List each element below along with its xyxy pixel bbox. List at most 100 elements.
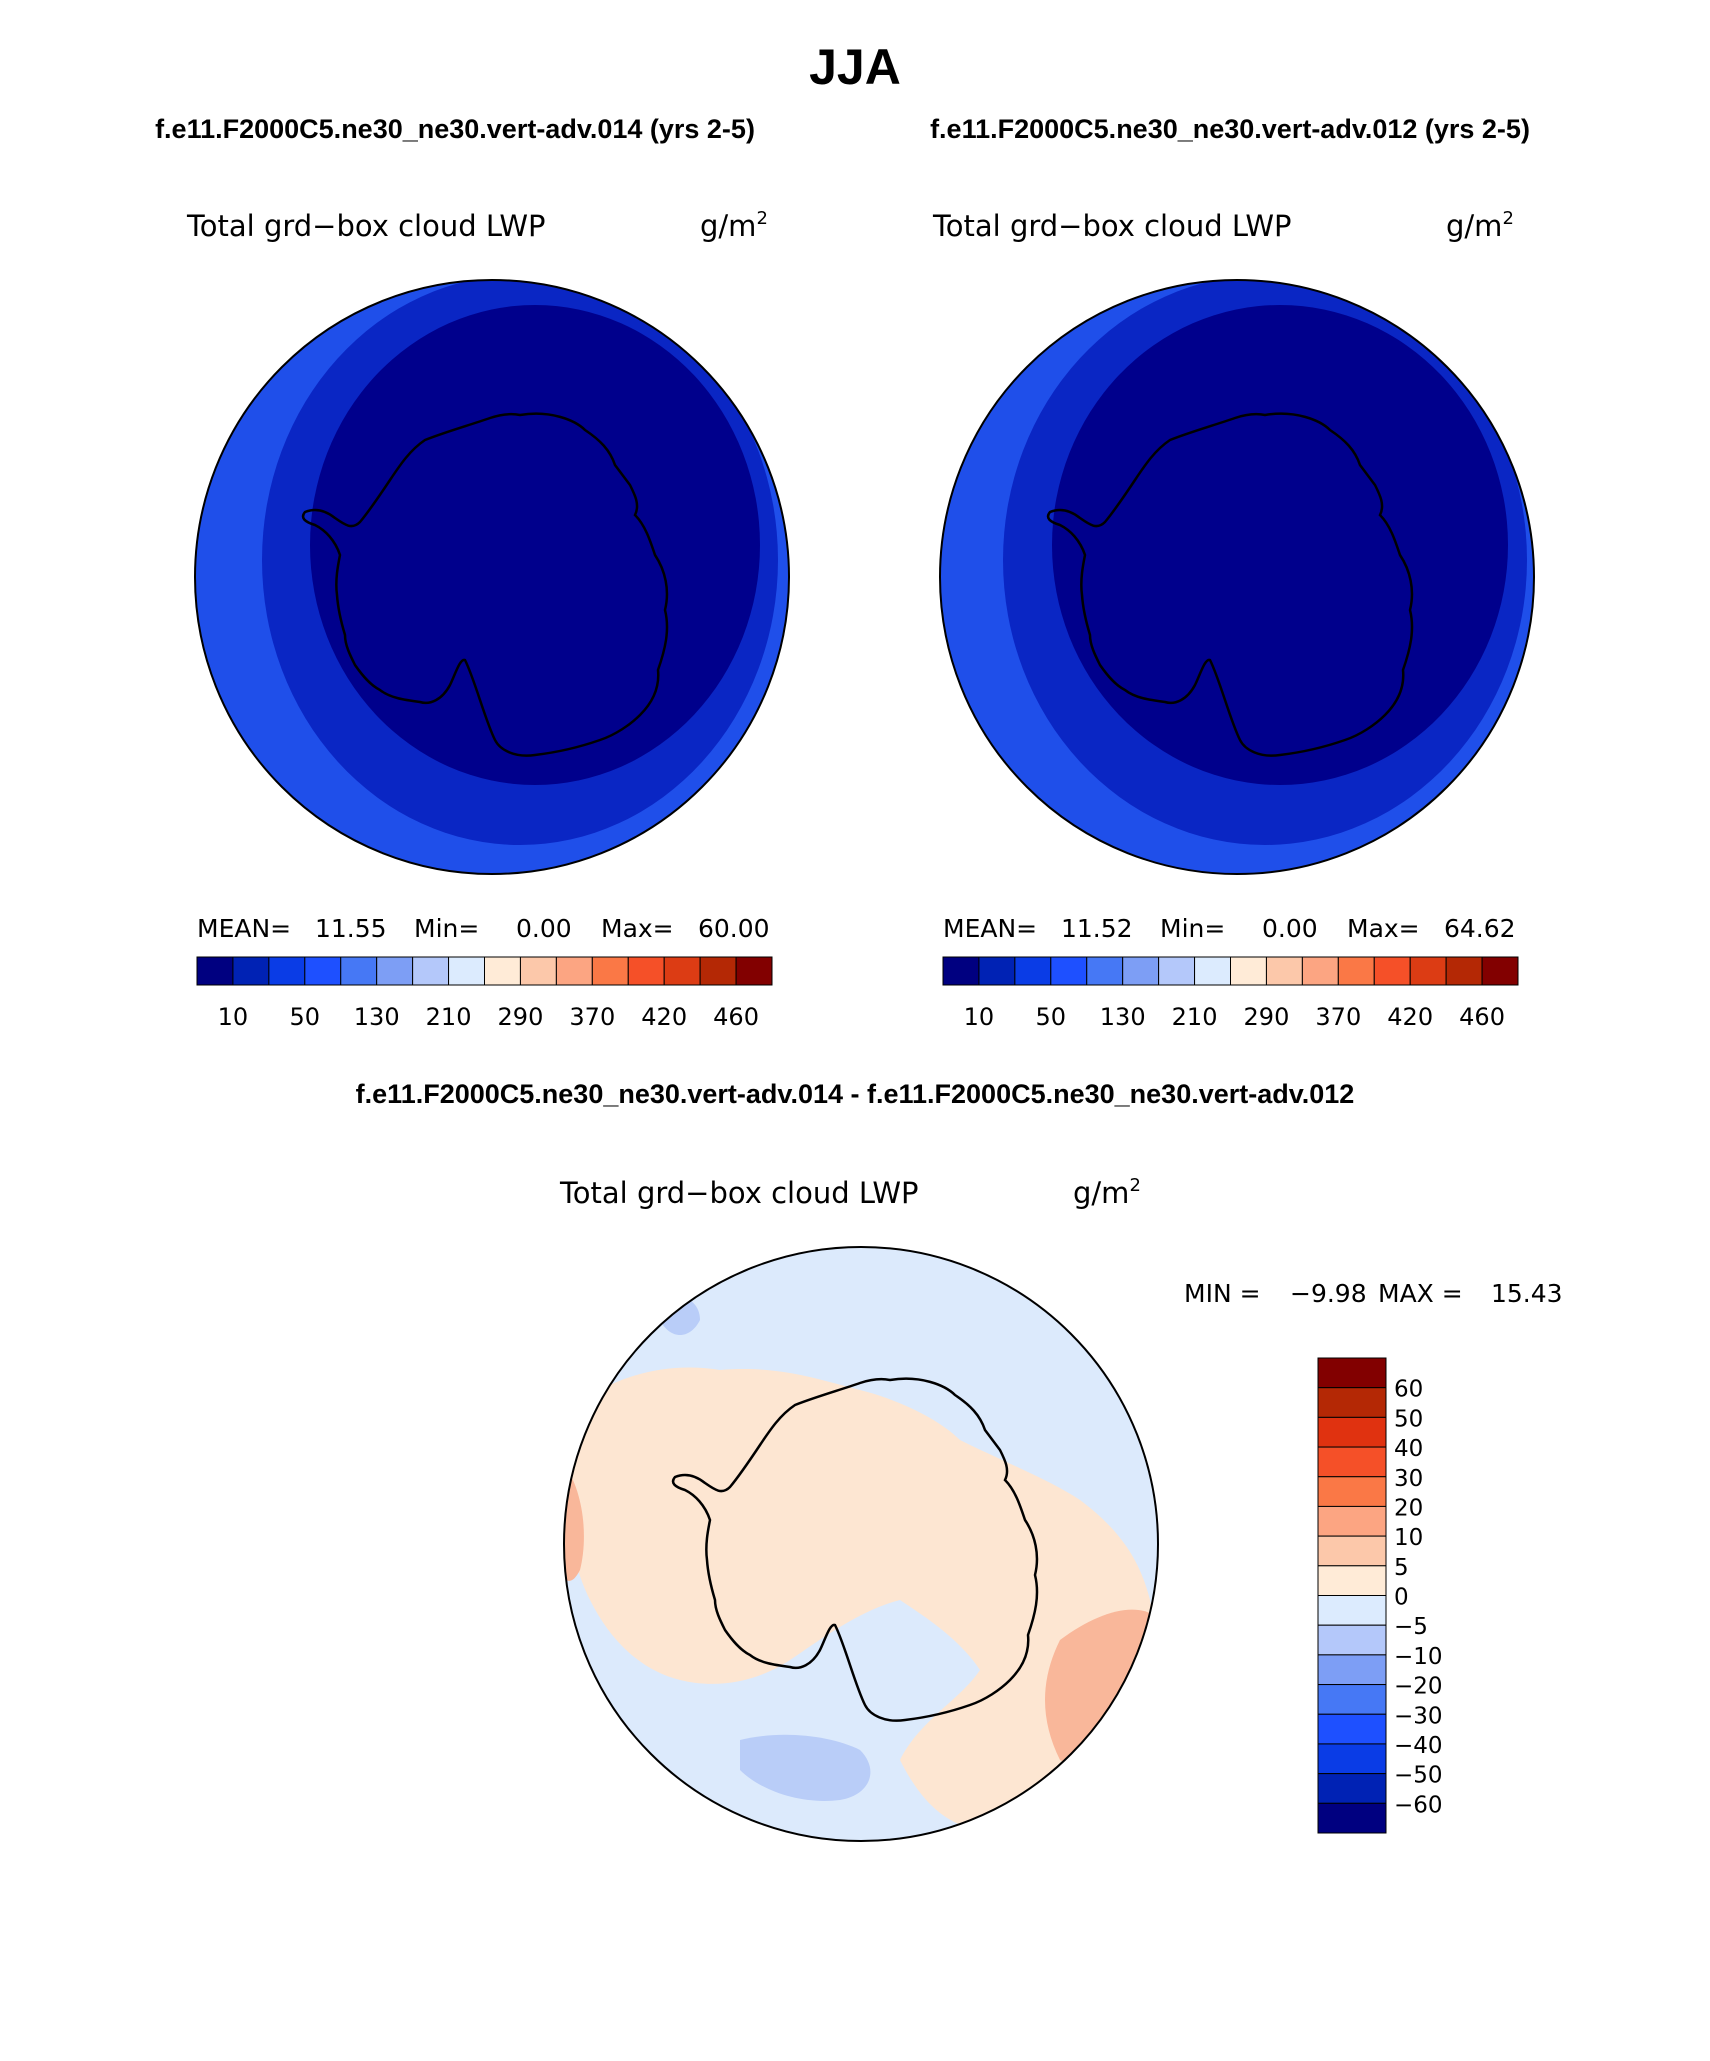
panel1-mean-value: 11.55 — [315, 914, 387, 943]
panel2-colorbar-swatch — [1086, 956, 1124, 986]
diff-max-value: 15.43 — [1491, 1279, 1563, 1308]
panel1-colorbar-swatch — [484, 956, 521, 986]
panel2-colorbar-tick-label: 50 — [1036, 1003, 1067, 1031]
panel1-colorbar-tick-label: 420 — [641, 1003, 687, 1031]
panel1-colorbar-tick-label: 50 — [290, 1003, 321, 1031]
panel2-colorbar-swatch — [1409, 956, 1447, 986]
diff-map-border — [563, 1246, 1159, 1842]
panel1-colorbar-swatch — [304, 956, 342, 986]
diff-colorbar-tick-label: −40 — [1394, 1733, 1443, 1759]
panel1-units: g/m2 — [700, 208, 768, 243]
diff-min-value: −9.98 — [1290, 1279, 1367, 1308]
diff-colorbar-swatch — [1317, 1505, 1387, 1537]
panel1-colorbar-swatch — [627, 956, 665, 986]
panel1-colorbar-swatch — [340, 956, 378, 986]
diff-colorbar-swatch — [1317, 1802, 1387, 1834]
diff-colorbar-swatch — [1317, 1357, 1387, 1389]
diff-colorbar-tick-label: −30 — [1394, 1703, 1443, 1729]
panel1-colorbar-swatch — [699, 956, 737, 986]
panel2-map — [940, 280, 1534, 874]
diff-units: g/m2 — [1073, 1175, 1141, 1210]
panel1-stats: MEAN= 11.55 Min= 0.00 Max= 60.00 — [197, 914, 770, 943]
panel-case2: Total grd−box cloud LWP g/m2 MEAN= 11.52… — [932, 208, 1535, 1031]
panel1-colorbar-swatch — [412, 956, 450, 986]
panel2-colorbar-swatch — [1158, 956, 1196, 986]
panel1-colorbar-tick-label: 10 — [218, 1003, 249, 1031]
diff-colorbar-tick-label: −10 — [1394, 1644, 1443, 1670]
panel2-colorbar-tick-label: 210 — [1172, 1003, 1218, 1031]
panel1-min-label: Min= — [414, 914, 479, 943]
panel2-colorbar-swatch — [1373, 956, 1411, 986]
panel2-mean-label: MEAN= — [943, 914, 1037, 943]
diff-colorbar-tick-label: 40 — [1394, 1436, 1423, 1462]
panel2-variable-label: Total grd−box cloud LWP — [932, 209, 1292, 243]
case1-title: f.e11.F2000C5.ne30_ne30.vert-adv.014 (yr… — [155, 114, 755, 144]
panel2-colorbar-tick-label: 130 — [1100, 1003, 1146, 1031]
panel1-min-value: 0.00 — [516, 914, 572, 943]
panel1-colorbar-tick-label: 210 — [426, 1003, 472, 1031]
panel2-colorbar-tick-label: 420 — [1387, 1003, 1433, 1031]
diff-colorbar-swatch — [1317, 1416, 1387, 1448]
diff-title: f.e11.F2000C5.ne30_ne30.vert-adv.014 - f… — [356, 1079, 1355, 1109]
diff-colorbar-swatch — [1317, 1387, 1387, 1418]
diff-colorbar-tick-label: −5 — [1394, 1614, 1428, 1640]
diff-positive-region — [564, 1367, 1154, 1831]
diff-variable-label: Total grd−box cloud LWP — [559, 1176, 919, 1210]
panel1-mean-label: MEAN= — [197, 914, 291, 943]
panel2-map-border — [939, 279, 1535, 875]
panel2-colorbar-swatch — [1050, 956, 1088, 986]
panel2-colorbar-tick-label: 290 — [1244, 1003, 1290, 1031]
panel1-colorbar-tick-label: 290 — [498, 1003, 544, 1031]
panel2-colorbar: 10 50 130 210 290 370 420 460 — [942, 956, 1519, 1031]
panel2-colorbar-swatch — [1265, 956, 1303, 986]
panel2-max-label: Max= — [1347, 914, 1420, 943]
panel2-ocean-inner — [1052, 305, 1508, 785]
diff-colorbar-swatch — [1317, 1535, 1387, 1567]
case2-title: f.e11.F2000C5.ne30_ne30.vert-adv.012 (yr… — [930, 114, 1530, 144]
panel2-colorbar-swatch — [1014, 956, 1052, 986]
panel1-colorbar-swatch — [448, 956, 485, 986]
panel2-min-label: Min= — [1160, 914, 1225, 943]
diff-min-label: MIN = — [1184, 1279, 1261, 1308]
diff-colorbar-tick-label: 60 — [1394, 1377, 1423, 1403]
panel1-colorbar-swatch — [376, 956, 414, 986]
diff-colorbar-swatch — [1317, 1595, 1387, 1626]
panel-difference: Total grd−box cloud LWP g/m2 MIN = −9.98… — [559, 1175, 1563, 1842]
panel1-variable-label: Total grd−box cloud LWP — [186, 209, 546, 243]
panel2-units: g/m2 — [1446, 208, 1514, 243]
panel-case1: Total grd−box cloud LWP g/m2 MEAN= 11.55… — [186, 208, 790, 1031]
diff-stats: MIN = −9.98 MAX = 15.43 — [1184, 1279, 1563, 1308]
diff-colorbar-swatch — [1317, 1654, 1387, 1686]
diff-map — [564, 1247, 1158, 1841]
panel2-colorbar-swatch — [1301, 956, 1339, 986]
panel1-colorbar-swatch — [268, 956, 306, 986]
panel2-stats: MEAN= 11.52 Min= 0.00 Max= 64.62 — [943, 914, 1516, 943]
panel1-colorbar-tick-label: 460 — [713, 1003, 759, 1031]
panel1-colorbar-tick-label: 370 — [569, 1003, 615, 1031]
panel1-map — [195, 280, 789, 874]
figure-title: JJA — [809, 39, 901, 95]
diff-colorbar-tick-label: 30 — [1394, 1466, 1423, 1492]
diff-colorbar-swatch — [1317, 1684, 1387, 1715]
diff-colorbar-swatch — [1317, 1476, 1387, 1507]
diff-colorbar-tick-label: 20 — [1394, 1495, 1423, 1521]
diff-max-label: MAX = — [1378, 1279, 1463, 1308]
diff-colorbar-tick-label: −60 — [1394, 1792, 1443, 1818]
diff-colorbar-tick-label: 0 — [1394, 1585, 1409, 1611]
diff-colorbar-tick-label: 50 — [1394, 1406, 1423, 1432]
panel1-colorbar-swatch — [663, 956, 701, 986]
panel2-min-value: 0.00 — [1262, 914, 1318, 943]
panel1-max-value: 60.00 — [698, 914, 770, 943]
panel1-max-label: Max= — [601, 914, 674, 943]
panel2-colorbar-swatch — [1230, 956, 1267, 986]
diff-colorbar-tick-label: 5 — [1394, 1555, 1409, 1581]
panel2-colorbar-swatch — [942, 956, 980, 986]
panel2-colorbar-swatch — [1445, 956, 1483, 986]
panel1-map-border — [194, 279, 790, 875]
diff-colorbar-swatch — [1317, 1773, 1387, 1804]
panel1-colorbar-swatch — [196, 956, 234, 986]
panel2-max-value: 64.62 — [1444, 914, 1516, 943]
panel2-colorbar-tick-label: 370 — [1315, 1003, 1361, 1031]
panel2-colorbar-swatch — [978, 956, 1016, 986]
